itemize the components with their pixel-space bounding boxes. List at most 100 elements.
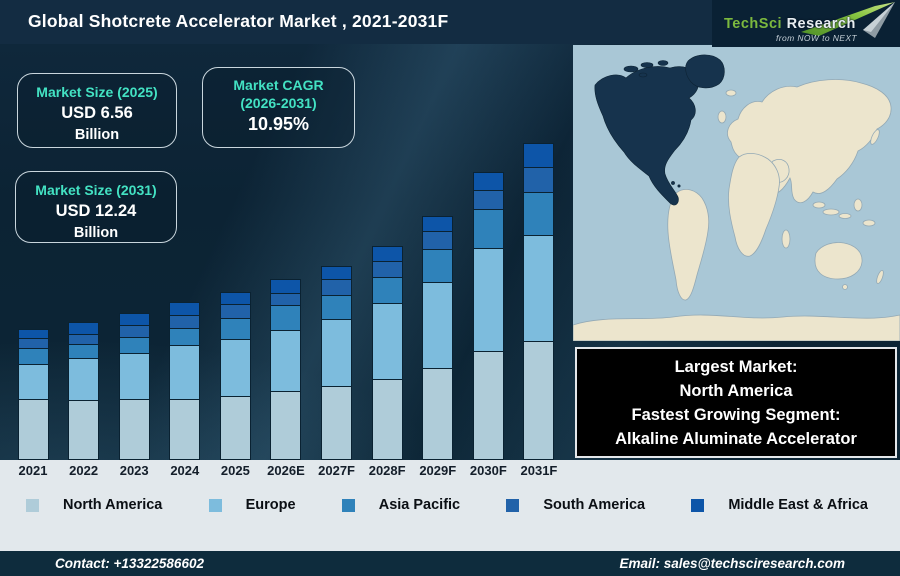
- bar-segment: [523, 167, 555, 194]
- legend-label: Asia Pacific: [378, 497, 461, 513]
- legend-swatch: [26, 498, 39, 512]
- bar-segment: [422, 216, 454, 232]
- legend-swatch: [506, 498, 520, 512]
- map-island: [838, 213, 852, 219]
- stat-unit: Billion: [73, 225, 119, 241]
- bar-segment: [219, 396, 251, 460]
- map-antarctica: [572, 314, 900, 342]
- legend-item: Asia Pacific: [341, 497, 461, 513]
- bar-segment: [523, 143, 555, 169]
- logo-arrow-icon: [801, 2, 895, 38]
- stat-label-line2: (2026-2031): [240, 95, 317, 111]
- map-philippines: [853, 198, 863, 212]
- bar-segment: [472, 189, 504, 211]
- bar-segment: [321, 386, 353, 460]
- bar-segment: [321, 278, 353, 297]
- legend-label: South America: [543, 497, 646, 513]
- bar-segment: [169, 328, 201, 346]
- footer: Contact: +13322586602 Email: sales@techs…: [0, 551, 900, 576]
- axis-labels-row: 2021 2022 2023 2024 2025 2026E 2027F 2028F 2029F…: [8, 463, 564, 478]
- map-africa: [728, 153, 780, 257]
- stacked-bar-2024: [169, 302, 201, 460]
- bar-column: [59, 322, 109, 460]
- bar-segment: [118, 336, 150, 354]
- bar-segment: [270, 305, 302, 331]
- map-arctic-island: [657, 60, 669, 66]
- bar-segment: [371, 303, 403, 380]
- axis-label: 2028F: [368, 463, 406, 478]
- bar-segment: [523, 192, 555, 236]
- map-tasmania: [842, 284, 848, 290]
- bar-segment: [169, 315, 201, 330]
- stacked-bar-2028F: [371, 245, 403, 460]
- bar-column: [109, 313, 159, 460]
- stacked-bar-2022: [68, 322, 100, 460]
- map-north-america-highlight: [594, 66, 699, 206]
- axis-label: 2026E: [267, 463, 305, 478]
- stacked-bar-2027F: [321, 265, 353, 460]
- bar-column: [514, 143, 564, 460]
- bar-segment: [422, 248, 454, 283]
- map-caribbean: [677, 184, 681, 188]
- stacked-bar-2021: [17, 329, 49, 460]
- bar-segment: [321, 295, 353, 320]
- bar-segment: [321, 265, 353, 280]
- axis-label: 2029F: [419, 463, 457, 478]
- logo-wordmark: TechSci Research: [724, 16, 856, 32]
- bar-segment: [17, 363, 49, 401]
- stat-value: USD 12.24: [55, 202, 137, 220]
- stat-unit: Billion: [74, 127, 120, 143]
- logo-brand-primary: TechSci: [724, 16, 783, 32]
- bar-segment: [270, 391, 302, 460]
- bar-segment: [118, 399, 150, 460]
- bar-column: [8, 329, 58, 460]
- bar-segment: [270, 279, 302, 295]
- bar-column: [312, 265, 362, 460]
- world-map: [572, 45, 900, 342]
- map-south-america: [667, 188, 710, 301]
- bar-segment: [219, 338, 251, 398]
- stacked-bar-2031F: [523, 143, 555, 460]
- bar-segment: [68, 344, 100, 360]
- techsci-logo: TechSci Research from NOW to NEXT: [712, 0, 900, 47]
- callout-line: Alkaline Aluminate Accelerator: [615, 429, 857, 448]
- bar-segment: [169, 344, 201, 401]
- stacked-bar-2029F: [422, 216, 454, 460]
- legend-item: Middle East & Africa: [691, 497, 868, 513]
- map-arctic-island: [623, 65, 639, 73]
- callout-line: North America: [679, 381, 793, 400]
- bar-segment: [472, 209, 504, 249]
- page-title: Global Shotcrete Accelerator Market , 20…: [28, 11, 449, 31]
- bar-segment: [68, 358, 100, 401]
- chart-plot: [8, 44, 564, 460]
- bar-segment: [422, 230, 454, 250]
- bar-segment: [422, 368, 454, 460]
- stat-label: Market Size (2031): [35, 182, 157, 198]
- bar-segment: [523, 234, 555, 342]
- map-australia: [814, 242, 863, 280]
- legend-swatch: [341, 498, 355, 512]
- stat-label: Market Size (2025): [36, 84, 158, 100]
- bar-segment: [68, 399, 100, 460]
- map-uk: [717, 110, 727, 124]
- stat-box-market-size-2025: Market Size (2025) USD 6.56 Billion: [17, 73, 177, 148]
- map-new-guinea: [862, 219, 876, 227]
- axis-label: 2023: [119, 463, 149, 478]
- bar-segment: [472, 171, 504, 191]
- map-arctic-island: [638, 72, 648, 78]
- map-iceland: [725, 89, 737, 97]
- stacked-bar-2023: [118, 313, 150, 460]
- callout-box: Largest Market: North America Fastest Gr…: [575, 347, 897, 458]
- stat-label: Market CAGR: [233, 77, 324, 93]
- legend-item: South America: [506, 497, 645, 513]
- bar-segment: [219, 304, 251, 320]
- bar-column: [362, 245, 412, 460]
- bar-segment: [371, 277, 403, 305]
- axis-label: 2022: [69, 463, 99, 478]
- stat-value: 10.95%: [247, 114, 310, 134]
- legend-label: Middle East & Africa: [728, 497, 868, 513]
- bar-segment: [169, 302, 201, 317]
- stat-value: USD 6.56: [61, 104, 133, 122]
- bar-column: [261, 279, 311, 460]
